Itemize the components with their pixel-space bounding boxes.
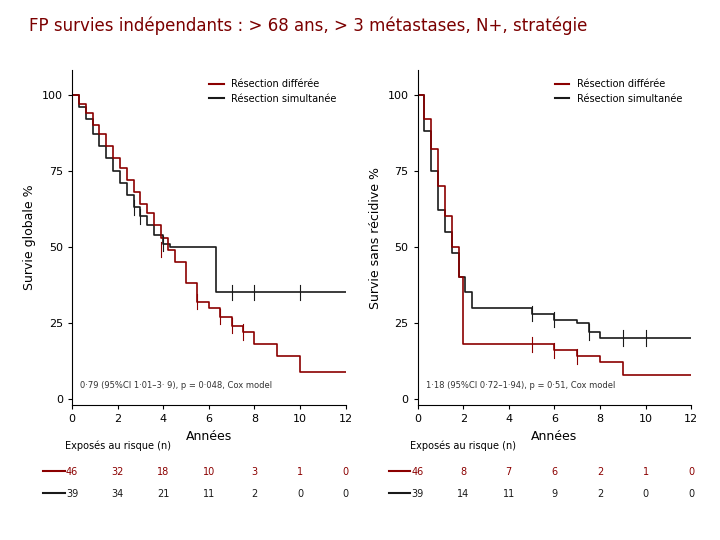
Text: 39: 39 — [66, 489, 78, 499]
Text: 18: 18 — [157, 467, 169, 477]
Text: 7: 7 — [505, 467, 512, 477]
Text: 0·79 (95%CI 1·01–3· 9), p = 0·048, Cox model: 0·79 (95%CI 1·01–3· 9), p = 0·048, Cox m… — [80, 381, 272, 390]
Text: 1·18 (95%CI 0·72–1·94), p = 0·51, Cox model: 1·18 (95%CI 0·72–1·94), p = 0·51, Cox mo… — [426, 381, 615, 390]
Text: 34: 34 — [112, 489, 124, 499]
Text: 0: 0 — [688, 467, 694, 477]
Text: Exposés au risque (n): Exposés au risque (n) — [410, 440, 516, 450]
Legend: Résection différée, Résection simultanée: Résection différée, Résection simultanée — [205, 75, 341, 107]
Text: 6: 6 — [552, 467, 557, 477]
Text: 10: 10 — [202, 467, 215, 477]
Text: 11: 11 — [202, 489, 215, 499]
Text: 1: 1 — [297, 467, 303, 477]
Text: 2: 2 — [597, 467, 603, 477]
Text: 0: 0 — [343, 467, 348, 477]
Text: 8: 8 — [460, 467, 467, 477]
Text: 0: 0 — [343, 489, 348, 499]
Text: Exposés au risque (n): Exposés au risque (n) — [65, 440, 171, 450]
Text: 2: 2 — [251, 489, 258, 499]
Text: 32: 32 — [112, 467, 124, 477]
Text: 0: 0 — [297, 489, 303, 499]
Text: 11: 11 — [503, 489, 515, 499]
Legend: Résection différée, Résection simultanée: Résection différée, Résection simultanée — [551, 75, 686, 107]
Text: 21: 21 — [157, 489, 169, 499]
Text: 14: 14 — [457, 489, 469, 499]
Text: 46: 46 — [66, 467, 78, 477]
Text: 9: 9 — [552, 489, 557, 499]
Text: 46: 46 — [411, 467, 424, 477]
Y-axis label: Survie globale %: Survie globale % — [24, 185, 37, 291]
Text: 2: 2 — [597, 489, 603, 499]
Text: FP survies indépendants : > 68 ans, > 3 métastases, N+, stratégie: FP survies indépendants : > 68 ans, > 3 … — [29, 16, 588, 35]
Text: 3: 3 — [251, 467, 258, 477]
X-axis label: Années: Années — [531, 430, 577, 443]
Text: 1: 1 — [642, 467, 649, 477]
Text: 0: 0 — [688, 489, 694, 499]
Text: 0: 0 — [642, 489, 649, 499]
X-axis label: Années: Années — [186, 430, 232, 443]
Y-axis label: Survie sans récidive %: Survie sans récidive % — [369, 167, 382, 308]
Text: 39: 39 — [411, 489, 424, 499]
